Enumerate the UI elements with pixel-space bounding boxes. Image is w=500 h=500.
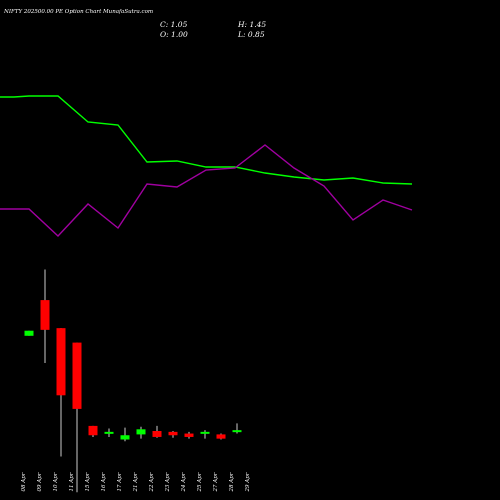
candle	[72, 342, 82, 493]
x-tick-label: 10 Apr	[53, 472, 59, 491]
x-tick-label: 17 Apr	[117, 472, 123, 491]
candle	[200, 430, 210, 439]
candle	[216, 433, 226, 440]
candle-body	[72, 342, 82, 409]
x-tick-label: 15 Apr	[85, 472, 91, 491]
magenta-line	[0, 144, 413, 237]
x-tick-label: 11 Apr	[69, 472, 75, 491]
x-tick-label: 27 Apr	[213, 472, 219, 492]
x-tick-label: 29 Apr	[245, 472, 251, 492]
candle	[152, 425, 162, 438]
candle-body	[136, 429, 146, 435]
x-tick-label: 08 Apr	[21, 472, 27, 491]
x-tick-label: 22 Apr	[149, 472, 155, 492]
x-tick-label: 25 Apr	[197, 472, 203, 492]
close-value: C: 1.05	[160, 20, 188, 29]
candle-body	[216, 434, 226, 439]
x-tick-label: 28 Apr	[229, 472, 235, 492]
candle-body	[40, 300, 50, 330]
candle-body	[152, 431, 162, 437]
candle-body	[56, 328, 66, 396]
candle-body	[184, 433, 194, 437]
indicator-lines	[0, 95, 413, 237]
high-value: H: 1.45	[238, 20, 267, 29]
candle	[88, 425, 98, 437]
candle	[168, 431, 178, 438]
candle	[56, 328, 66, 457]
candle-body	[88, 425, 98, 436]
low-value: L: 0.85	[238, 30, 265, 39]
candle	[24, 330, 34, 336]
x-tick-label: 23 Apr	[165, 472, 171, 492]
chart-title: NIFTY 202500.00 PE Option Chart MunafaSu…	[4, 9, 154, 15]
candle-body	[24, 330, 34, 336]
candle-body	[168, 431, 178, 436]
x-tick-label: 24 Apr	[181, 472, 187, 492]
green-line	[0, 95, 413, 185]
x-tick-label: 16 Apr	[101, 472, 107, 491]
candles	[24, 269, 242, 493]
x-tick-label: 09 Apr	[37, 472, 43, 491]
candle-body	[200, 431, 210, 434]
candle	[232, 423, 242, 434]
candle	[136, 426, 146, 439]
candle	[104, 428, 114, 437]
candle	[184, 431, 194, 439]
candle-body	[104, 431, 114, 434]
candle-body	[120, 435, 130, 440]
candle	[40, 269, 50, 363]
open-value: O: 1.00	[160, 30, 188, 39]
candle	[120, 427, 130, 442]
candle-body	[232, 430, 242, 433]
x-axis-ticks: 08 Apr 09 Apr 10 Apr 11 Apr 15 Apr 16 Apr 17 A…	[21, 472, 251, 492]
x-tick-label: 21 Apr	[133, 472, 139, 492]
